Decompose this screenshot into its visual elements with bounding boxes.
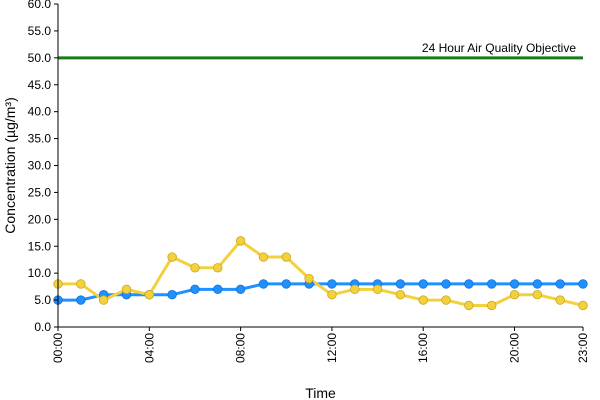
y-tick-label: 0.0 bbox=[34, 320, 51, 334]
series-1-point bbox=[281, 279, 291, 289]
series-2-point bbox=[532, 290, 543, 300]
y-tick-label: 25.0 bbox=[28, 185, 52, 199]
y-tick-label: 45.0 bbox=[28, 78, 52, 92]
y-tick-label: 50.0 bbox=[28, 51, 52, 65]
series-1-point bbox=[258, 279, 269, 289]
y-tick-label: 55.0 bbox=[28, 24, 52, 38]
series-1-point bbox=[509, 279, 520, 289]
x-tick-label: 00:00 bbox=[51, 333, 65, 363]
series-2-point bbox=[555, 295, 565, 305]
series-2-point bbox=[395, 290, 406, 300]
series-1-point bbox=[190, 284, 200, 295]
series-2-point bbox=[258, 252, 269, 262]
series-1-point bbox=[555, 279, 565, 289]
x-tick-label: 20:00 bbox=[508, 333, 522, 363]
series-2-point bbox=[578, 300, 588, 311]
x-tick-label: 04:00 bbox=[142, 333, 156, 363]
series-2-point bbox=[327, 290, 337, 300]
series-1-point bbox=[76, 295, 86, 305]
series-2-point bbox=[304, 273, 314, 284]
series-2-point bbox=[213, 263, 223, 273]
series-1-point bbox=[441, 279, 451, 289]
series-2-point bbox=[281, 252, 291, 262]
x-tick-label: 12:00 bbox=[325, 333, 339, 363]
y-tick-label: 15.0 bbox=[28, 239, 52, 253]
series-2-point bbox=[418, 295, 428, 305]
series-2-point bbox=[76, 279, 86, 289]
series-1-point bbox=[395, 279, 406, 289]
series-1-point bbox=[532, 279, 543, 289]
y-tick-label: 10.0 bbox=[28, 266, 52, 280]
series-2-point bbox=[167, 252, 177, 262]
series-2-point bbox=[121, 284, 132, 295]
series-1-point bbox=[167, 290, 177, 300]
y-tick-label: 20.0 bbox=[28, 212, 52, 226]
series-2-point bbox=[509, 290, 520, 300]
y-axis-title: Concentration (µg/m³) bbox=[2, 97, 18, 233]
y-tick-label: 60.0 bbox=[28, 0, 52, 11]
series-1-point bbox=[213, 284, 223, 295]
series-1-point bbox=[578, 279, 588, 289]
series-2-point bbox=[235, 236, 246, 246]
x-tick-label: 23:00 bbox=[576, 333, 590, 363]
series-1-point bbox=[418, 279, 428, 289]
series-2-point bbox=[144, 290, 155, 300]
y-tick-label: 30.0 bbox=[28, 159, 52, 173]
series-2-point bbox=[190, 263, 200, 273]
series-2-point bbox=[486, 300, 497, 311]
y-tick-label: 40.0 bbox=[28, 105, 52, 119]
reference-line-label: 24 Hour Air Quality Objective bbox=[422, 41, 576, 55]
series-2-point bbox=[372, 284, 383, 295]
y-tick-label: 5.0 bbox=[34, 293, 51, 307]
series-2-point bbox=[464, 300, 474, 311]
series-2-point bbox=[98, 295, 109, 305]
x-tick-label: 08:00 bbox=[234, 333, 248, 363]
series-1-point bbox=[486, 279, 497, 289]
series-1-point bbox=[327, 279, 337, 289]
series-1-point bbox=[235, 284, 246, 295]
y-tick-label: 35.0 bbox=[28, 132, 52, 146]
series-2-point bbox=[441, 295, 451, 305]
series-2-point bbox=[350, 284, 360, 295]
x-axis-title: Time bbox=[305, 385, 336, 400]
x-tick-label: 16:00 bbox=[416, 333, 430, 363]
series-1-point bbox=[464, 279, 474, 289]
